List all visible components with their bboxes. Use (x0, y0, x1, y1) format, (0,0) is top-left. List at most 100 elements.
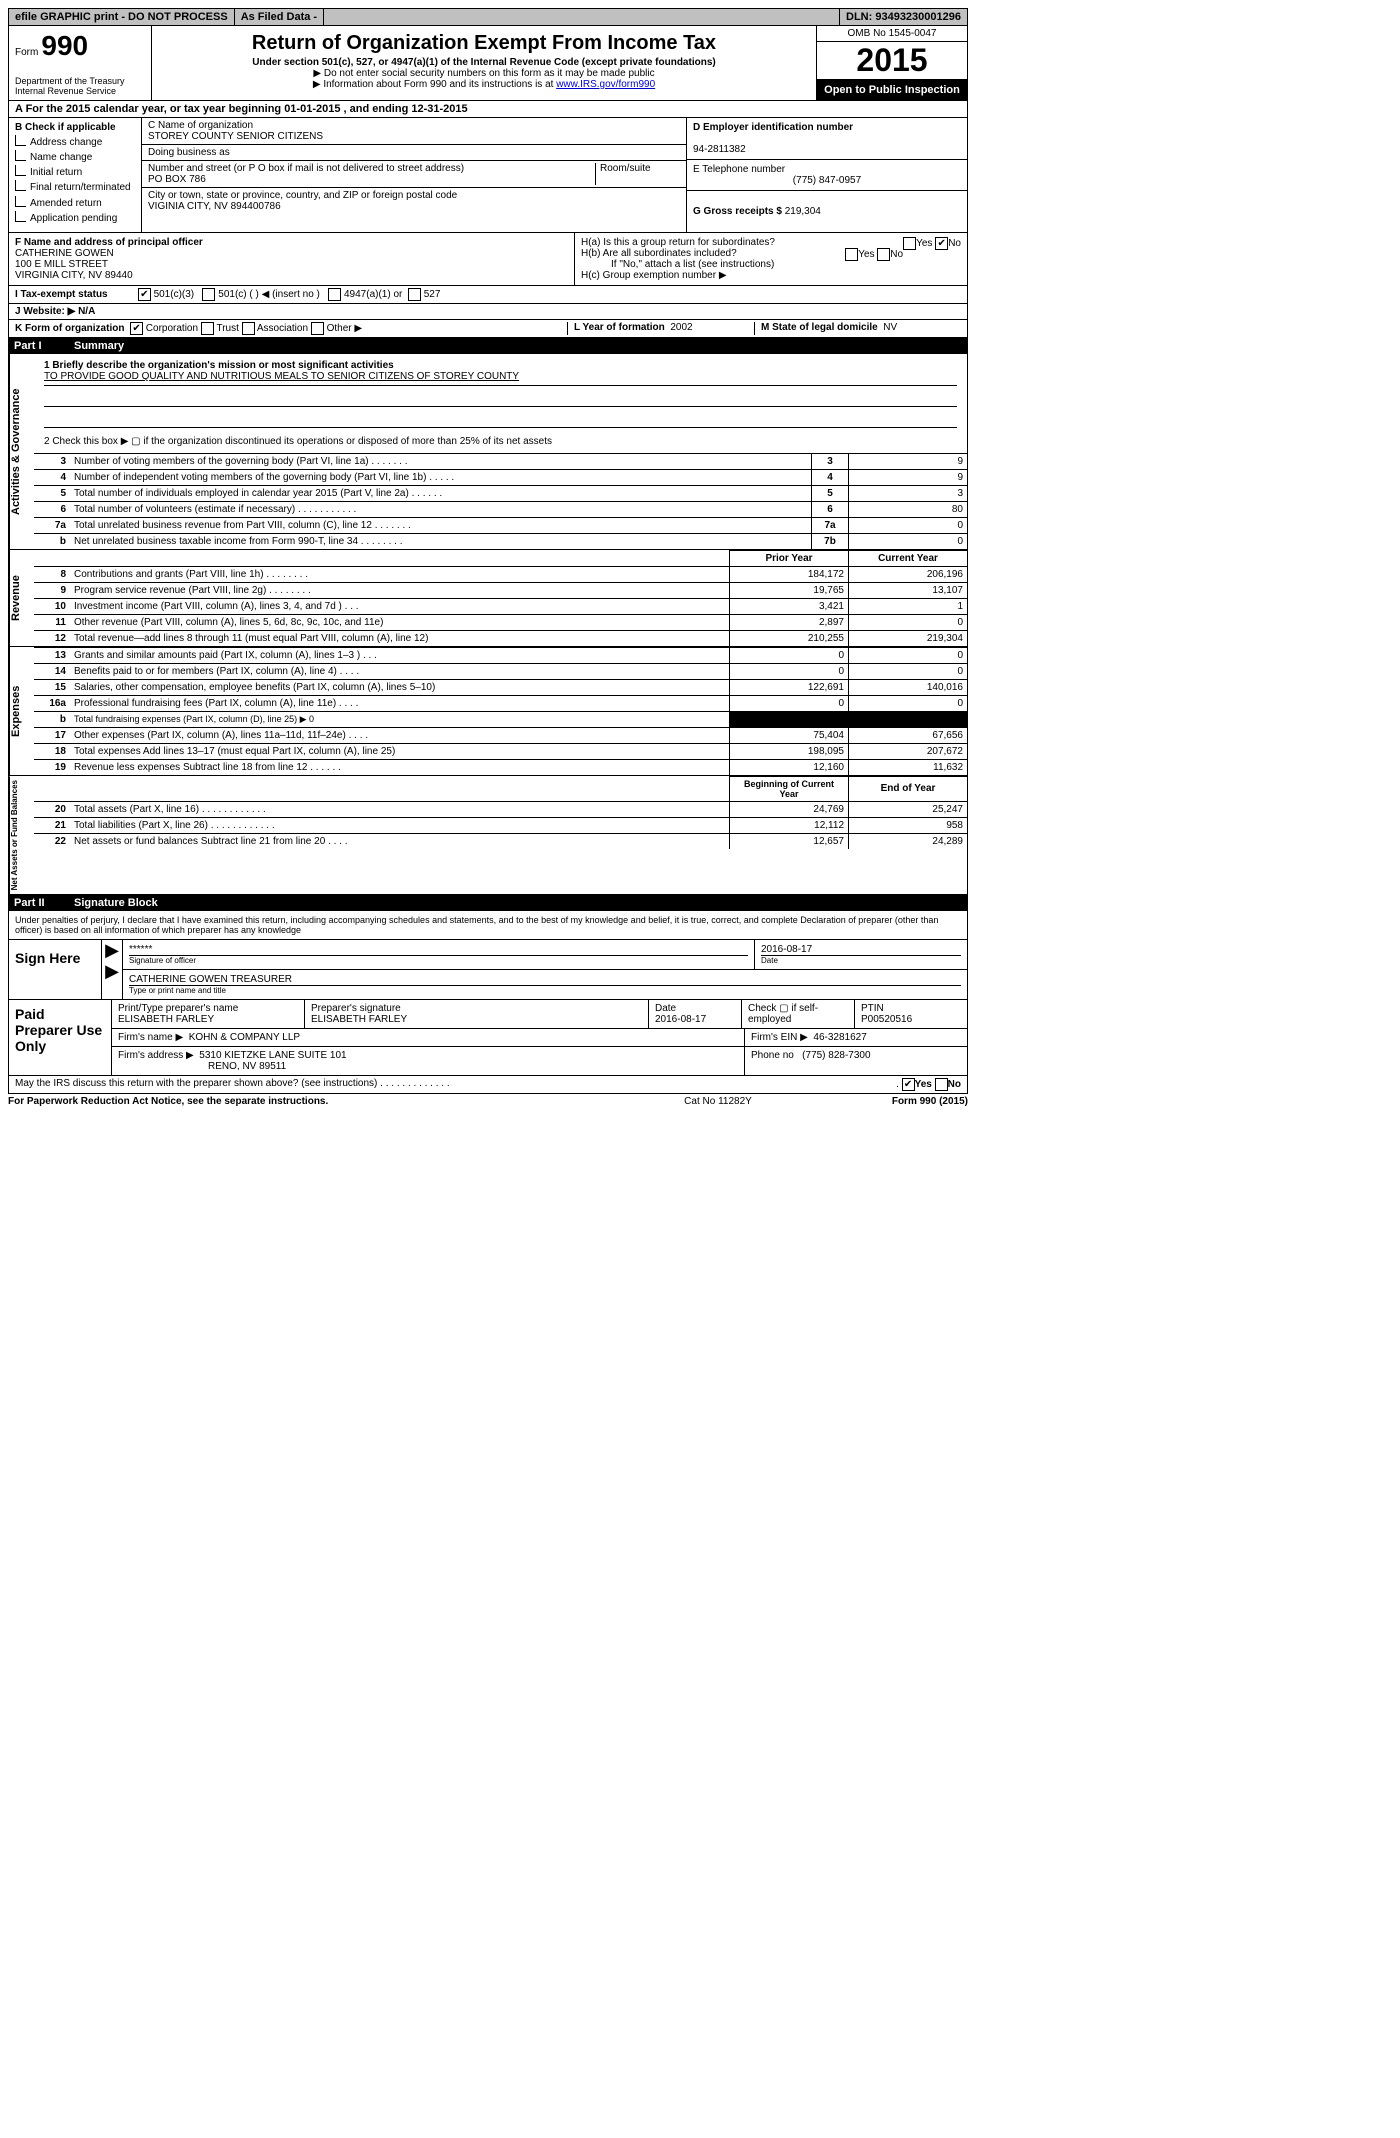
revenue-section: Revenue Prior YearCurrent Year 8Contribu… (9, 549, 967, 646)
chk-final-return[interactable]: Final return/terminated (15, 182, 135, 193)
preparer-date-cell: Date 2016-08-17 (649, 1000, 742, 1028)
table-row: 3Number of voting members of the governi… (34, 453, 967, 469)
ein-cell: D Employer identification number 94-2811… (687, 118, 967, 160)
form-header-block: Form 990 Department of the TreasuryInter… (8, 26, 968, 101)
street-address: PO BOX 786 (148, 174, 206, 185)
form-prefix: Form (15, 47, 38, 58)
firm-name-cell: Firm's name ▶ KOHN & COMPANY LLP (112, 1029, 745, 1046)
chk-501c[interactable] (202, 288, 215, 301)
chk-amended-return[interactable]: Amended return (15, 198, 135, 209)
chk-initial-return[interactable]: Initial return (15, 167, 135, 178)
table-row: bNet unrelated business taxable income f… (34, 533, 967, 549)
firm-address-cell: Firm's address ▶ 5310 KIETZKE LANE SUITE… (112, 1047, 745, 1075)
firm-phone-cell: Phone no (775) 828-7300 (745, 1047, 967, 1075)
mission-blank-1 (44, 392, 957, 407)
sign-arrow-icon: ▶▶ (102, 940, 123, 999)
table-row: 11Other revenue (Part VIII, column (A), … (34, 614, 967, 630)
discuss-answer: . ✔Yes No (890, 1076, 967, 1093)
dept-label: Department of the TreasuryInternal Reven… (15, 76, 145, 96)
expenses-table: 13Grants and similar amounts paid (Part … (34, 647, 967, 775)
chk-name-change[interactable]: Name change (15, 152, 135, 163)
chk-corp[interactable]: ✔ (130, 322, 143, 335)
irs-link[interactable]: www.IRS.gov/form990 (556, 79, 655, 90)
telephone-value: (775) 847-0957 (693, 175, 961, 186)
part-ii-header: Part II Signature Block (8, 895, 968, 911)
preparer-label: Paid Preparer Use Only (9, 1000, 112, 1075)
dln-label: DLN: (846, 11, 872, 23)
ptin-cell: PTIN P00520516 (855, 1000, 967, 1028)
ein-value: 94-2811382 (693, 144, 746, 155)
table-row: 14Benefits paid to or for members (Part … (34, 663, 967, 679)
room-suite: Room/suite (595, 163, 680, 185)
form-subtitle: Under section 501(c), 527, or 4947(a)(1)… (162, 57, 806, 68)
officer-printed-name: CATHERINE GOWEN TREASURER Type or print … (123, 970, 967, 999)
dln-value: 93493230001296 (875, 11, 961, 23)
mission-block: 1 Briefly describe the organization's mi… (34, 354, 967, 453)
gross-receipts-cell: G Gross receipts $ 219,304 (687, 191, 967, 221)
chk-trust[interactable] (201, 322, 214, 335)
table-row: 12Total revenue—add lines 8 through 11 (… (34, 630, 967, 646)
footer-row: For Paperwork Reduction Act Notice, see … (8, 1096, 968, 1107)
table-row: 7aTotal unrelated business revenue from … (34, 517, 967, 533)
h-c-row: H(c) Group exemption number ▶ (581, 270, 961, 281)
chk-501c3[interactable]: ✔ (138, 288, 151, 301)
address-cell: Number and street (or P O box if mail is… (142, 161, 686, 188)
row-i-tax-status: I Tax-exempt status ✔ 501(c)(3) 501(c) (… (8, 286, 968, 304)
table-row: 20Total assets (Part X, line 16) . . . .… (34, 801, 967, 817)
form-title-block: Return of Organization Exempt From Incom… (152, 26, 817, 100)
h-a-row: H(a) Is this a group return for subordin… (581, 237, 961, 248)
firm-ein-cell: Firm's EIN ▶ 46-3281627 (745, 1029, 967, 1046)
table-row: 13Grants and similar amounts paid (Part … (34, 647, 967, 663)
net-header-row: Beginning of Current YearEnd of Year (34, 776, 967, 801)
form-id-block: Form 990 Department of the TreasuryInter… (9, 26, 152, 100)
box-d-e-g: D Employer identification number 94-2811… (686, 118, 967, 232)
table-row: 15Salaries, other compensation, employee… (34, 679, 967, 695)
discuss-no[interactable] (935, 1078, 948, 1091)
table-row: 5Total number of individuals employed in… (34, 485, 967, 501)
efile-text: efile GRAPHIC print - DO NOT PROCESS (9, 9, 235, 25)
chk-address-change[interactable]: Address change (15, 137, 135, 148)
gov-tab-label: Activities & Governance (9, 354, 34, 549)
ha-yes[interactable] (903, 237, 916, 250)
table-row: 9Program service revenue (Part VIII, lin… (34, 582, 967, 598)
exp-tab-label: Expenses (9, 647, 34, 775)
perjury-statement: Under penalties of perjury, I declare th… (8, 911, 968, 940)
table-row: bTotal fundraising expenses (Part IX, co… (34, 711, 967, 727)
ha-no[interactable]: ✔ (935, 237, 948, 250)
gov-table: 3Number of voting members of the governi… (34, 453, 967, 549)
open-inspection: Open to Public Inspection (817, 80, 967, 100)
year-header-row: Prior YearCurrent Year (34, 550, 967, 566)
city-state-zip: VIGINIA CITY, NV 894400786 (148, 201, 281, 212)
preparer-signature-cell: Preparer's signature ELISABETH FARLEY (305, 1000, 649, 1028)
box-b-header: B Check if applicable (15, 122, 116, 133)
org-name-cell: C Name of organization STOREY COUNTY SEN… (142, 118, 686, 145)
form-note-1: ▶ Do not enter social security numbers o… (162, 68, 806, 79)
chk-other[interactable] (311, 322, 324, 335)
box-c: C Name of organization STOREY COUNTY SEN… (142, 118, 686, 232)
self-employed-cell: Check ▢ if self-employed (742, 1000, 855, 1028)
officer-signature[interactable]: ****** Signature of officer (123, 940, 755, 969)
table-row: 10Investment income (Part VIII, column (… (34, 598, 967, 614)
mission-blank-2 (44, 413, 957, 428)
hb-yes[interactable] (845, 248, 858, 261)
sign-here-label: Sign Here (9, 940, 102, 999)
net-assets-table: Beginning of Current YearEnd of Year 20T… (34, 776, 967, 849)
signature-block: Sign Here ▶▶ ****** Signature of officer… (8, 940, 968, 1000)
asfiled-text: As Filed Data - (235, 9, 324, 25)
chk-application-pending[interactable]: Application pending (15, 213, 135, 224)
chk-527[interactable] (408, 288, 421, 301)
table-row: 6Total number of volunteers (estimate if… (34, 501, 967, 517)
dln-cell: DLN: 93493230001296 (840, 9, 967, 25)
form-number: 990 (41, 30, 88, 61)
net-assets-section: Net Assets or Fund Balances Beginning of… (9, 775, 967, 894)
form-note-2: ▶ Information about Form 990 and its ins… (162, 79, 806, 90)
part-i-body: Activities & Governance 1 Briefly descri… (8, 354, 968, 895)
chk-assoc[interactable] (242, 322, 255, 335)
chk-4947[interactable] (328, 288, 341, 301)
pra-notice: For Paperwork Reduction Act Notice, see … (8, 1096, 618, 1107)
officer-addr1: 100 E MILL STREET (15, 259, 108, 270)
hb-no[interactable] (877, 248, 890, 261)
discuss-yes[interactable]: ✔ (902, 1078, 915, 1091)
tax-year: 2015 (817, 42, 967, 80)
table-row: 19Revenue less expenses Subtract line 18… (34, 759, 967, 775)
